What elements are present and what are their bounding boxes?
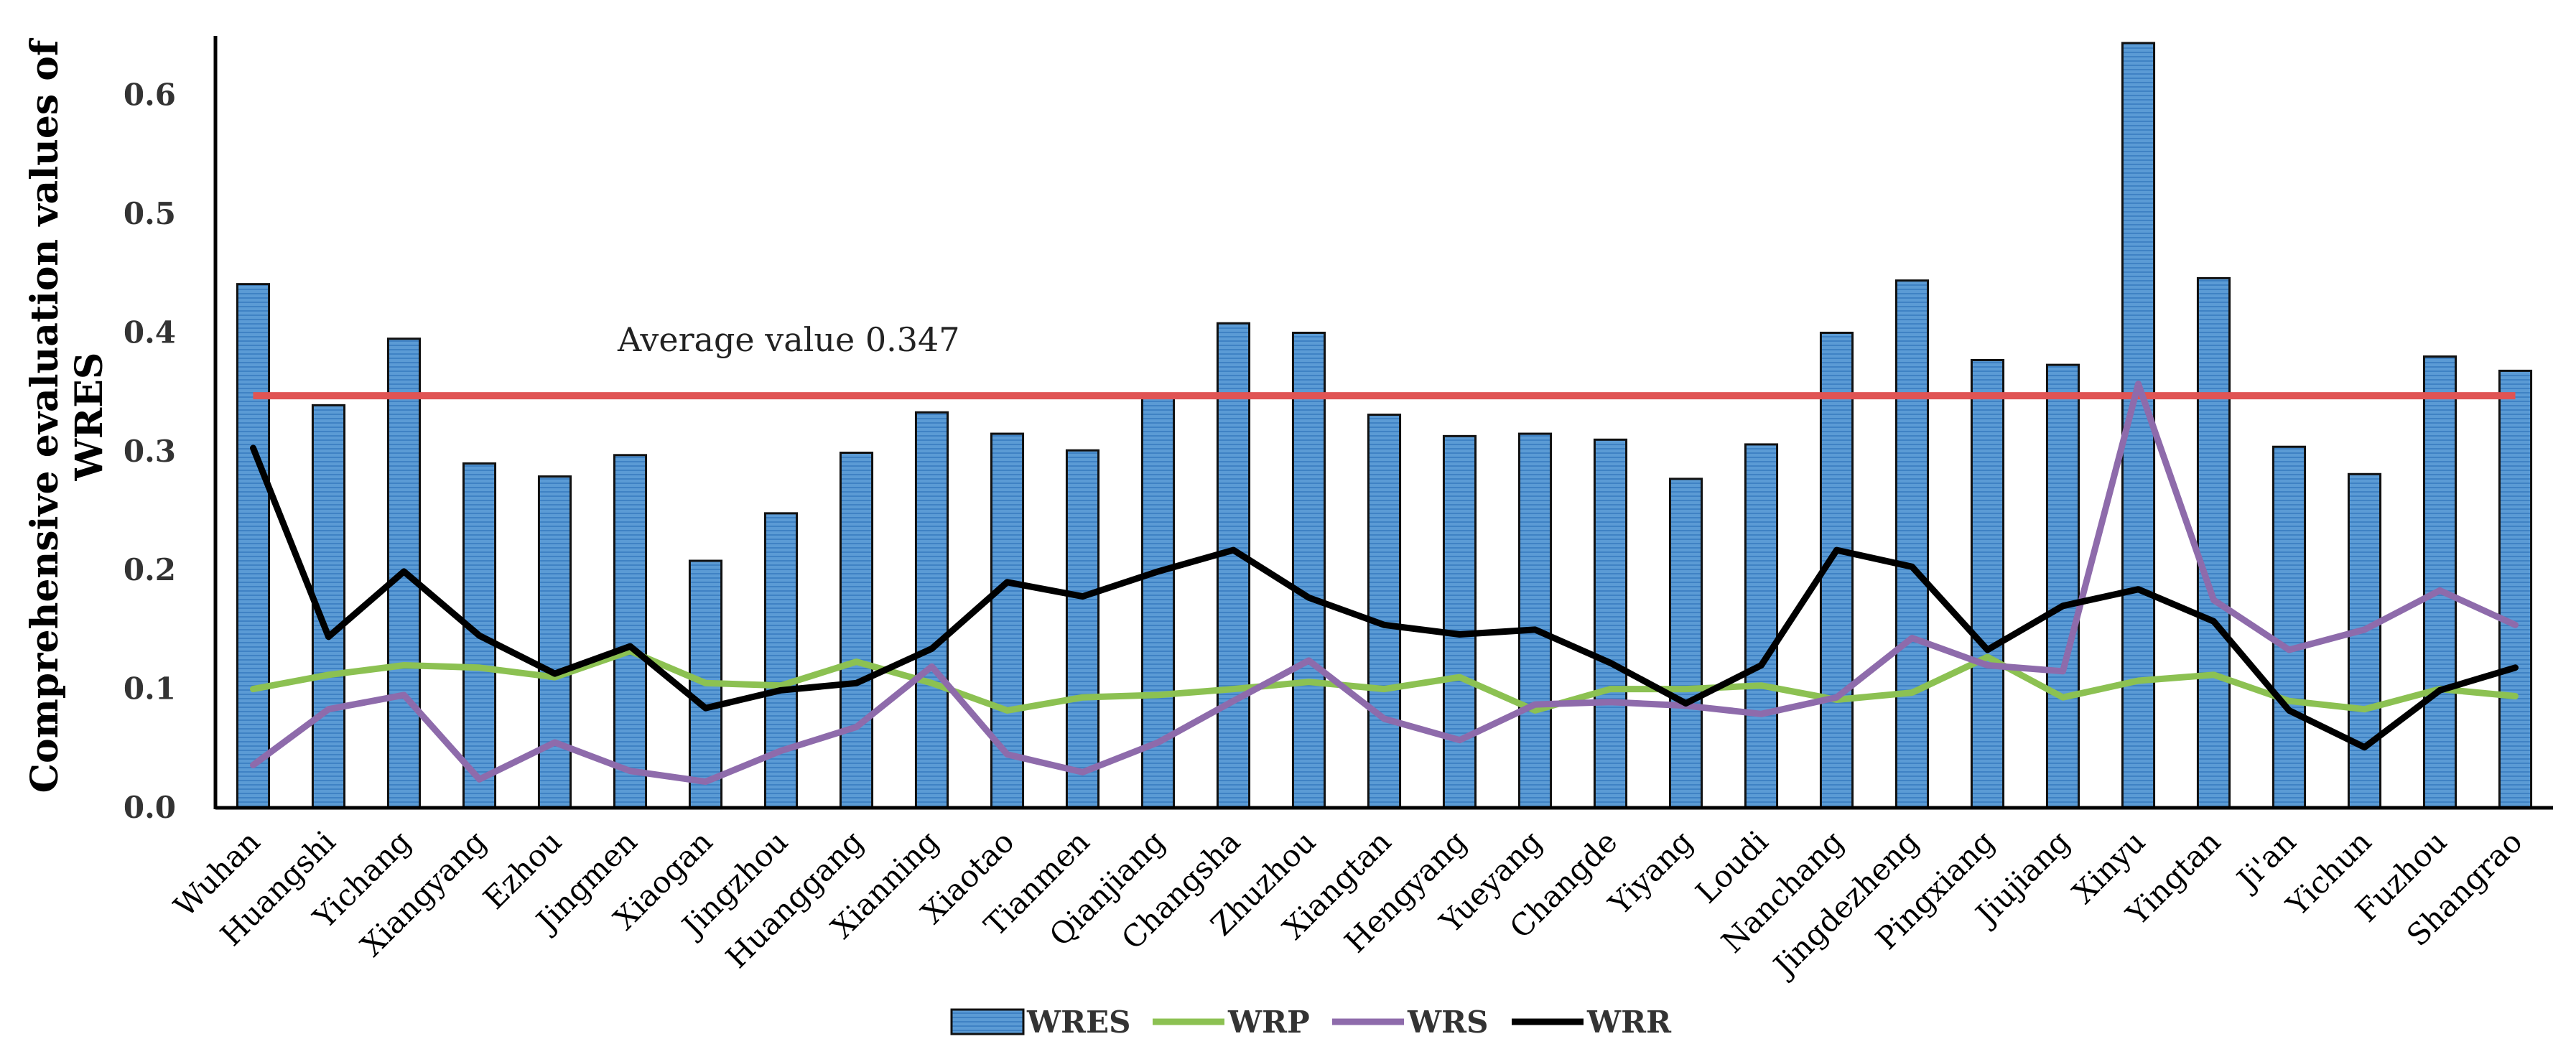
- bar-wres-wuhan: [236, 283, 271, 809]
- bar-wres-yingtan: [2196, 276, 2231, 809]
- y-tick-label: 0.3: [124, 434, 176, 469]
- bar-wres-changde: [1593, 438, 1628, 809]
- bar-wres-huanggang: [839, 452, 874, 809]
- y-tick-label: 0.2: [124, 552, 176, 587]
- bar-wres-pingxiang: [1970, 359, 2005, 809]
- y-axis-label-line2: WRES: [68, 353, 111, 482]
- axes: [213, 36, 2553, 810]
- bar-wres-yichun: [2347, 472, 2382, 809]
- bar-wres-yueyang: [1517, 432, 1553, 809]
- legend-label-wrs: WRS: [1407, 1005, 1488, 1040]
- legend-label-wrr: WRR: [1586, 1005, 1672, 1040]
- y-axis-label-line1: Comprehensive evaluation values of: [23, 37, 67, 793]
- average-annotation: Average value 0.347: [617, 320, 960, 359]
- y-tick-label: 0.0: [124, 790, 176, 825]
- bar-wres-xiangtan: [1367, 414, 1402, 809]
- x-ticks: WuhanHuangshiYichangXiangyangEzhouJingme…: [167, 824, 2529, 984]
- legend: WRES WRP WRS WRR: [950, 1005, 1672, 1040]
- bar-wres-yiyang: [1668, 478, 1703, 809]
- bar-wres-jiujiang: [2045, 363, 2080, 809]
- y-tick-label: 0.1: [124, 671, 176, 707]
- bar-wres-shangrao: [2498, 369, 2533, 809]
- average-line-group: Average value 0.347: [253, 320, 2516, 400]
- bar-wres-hengyang: [1442, 434, 1477, 809]
- bar-wres-zhuzhou: [1291, 331, 1326, 809]
- line-series: [250, 381, 2519, 786]
- bar-wres-jingmen: [613, 454, 648, 809]
- bar-wres-xianning: [914, 411, 949, 809]
- line-wrs: [250, 381, 2519, 786]
- x-tick-label: Yiyang: [1601, 824, 1700, 922]
- bar-wres-tianmen: [1065, 449, 1100, 809]
- y-ticks: 0.0 0.1 0.2 0.3 0.4 0.5 0.6: [124, 78, 176, 825]
- bar-wres-jingzhou: [763, 512, 799, 809]
- bar-wres-jian: [2272, 445, 2307, 809]
- y-tick-label: 0.6: [124, 78, 176, 113]
- bar-wres-ezhou: [537, 475, 572, 809]
- line-wrr: [250, 444, 2519, 751]
- bar-wres-fuzhou: [2422, 355, 2458, 809]
- bar-wres-loudi: [1744, 443, 1779, 809]
- legend-label-wres: WRES: [1026, 1005, 1130, 1040]
- legend-label-wrp: WRP: [1227, 1005, 1310, 1040]
- bars: [236, 42, 2533, 809]
- y-tick-label: 0.5: [124, 196, 176, 231]
- y-tick-label: 0.4: [124, 315, 176, 350]
- bar-wres-jingdezheng: [1894, 279, 1930, 809]
- line-wrp: [250, 648, 2519, 714]
- legend-swatch-wres: [950, 1008, 1025, 1035]
